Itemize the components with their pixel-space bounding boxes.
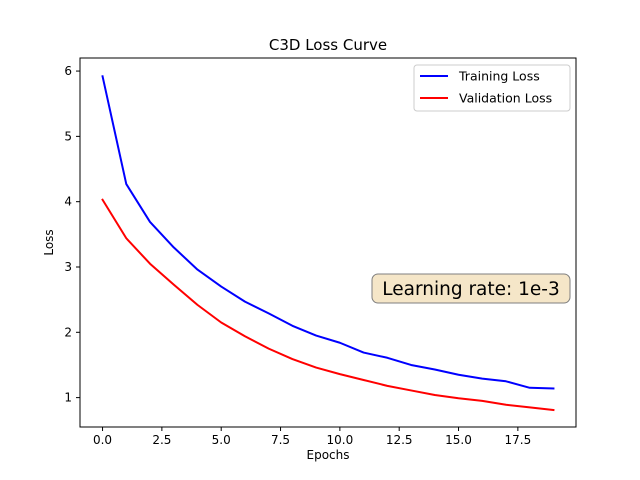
y-tick-label: 3: [64, 260, 72, 274]
plot-content: [101, 75, 555, 412]
series-line-validation-loss: [101, 198, 555, 412]
x-tick-label: 15.0: [445, 433, 472, 447]
chart-title: C3D Loss Curve: [269, 36, 387, 54]
y-tick-label: 4: [64, 195, 72, 209]
annotation-box: [371, 273, 571, 304]
x-tick-label: 10.0: [327, 433, 354, 447]
x-tick-label: 0.0: [93, 433, 112, 447]
annotation-text: Learning rate: 1e-3: [382, 279, 559, 300]
legend-label: Training Loss: [458, 69, 540, 84]
x-tick-label: 2.5: [152, 433, 171, 447]
y-tick-label: 1: [64, 391, 72, 405]
x-axis-title: Epochs: [307, 448, 350, 462]
y-tick-label: 6: [64, 64, 72, 78]
legend: Training Loss Validation Loss: [413, 64, 571, 112]
plot-frame: [79, 57, 577, 428]
x-tick-label: 17.5: [504, 433, 531, 447]
series-line-training-loss: [101, 75, 555, 390]
learning-rate-annotation: Learning rate: 1e-3: [371, 273, 571, 304]
y-tick-label: 2: [64, 325, 72, 339]
legend-box: [413, 64, 571, 112]
x-tick-label: 12.5: [386, 433, 413, 447]
y-axis-title: Loss: [42, 229, 56, 255]
x-tick-label: 5.0: [212, 433, 231, 447]
x-tick-label: 7.5: [271, 433, 290, 447]
y-tick-label: 5: [64, 129, 72, 143]
y-axis: 1 2 3 4 5 6: [64, 64, 80, 405]
legend-label: Validation Loss: [459, 91, 552, 106]
x-axis: 0.0 2.5 5.0 7.5 10.0 12.5 15.0 17.5: [93, 427, 531, 447]
